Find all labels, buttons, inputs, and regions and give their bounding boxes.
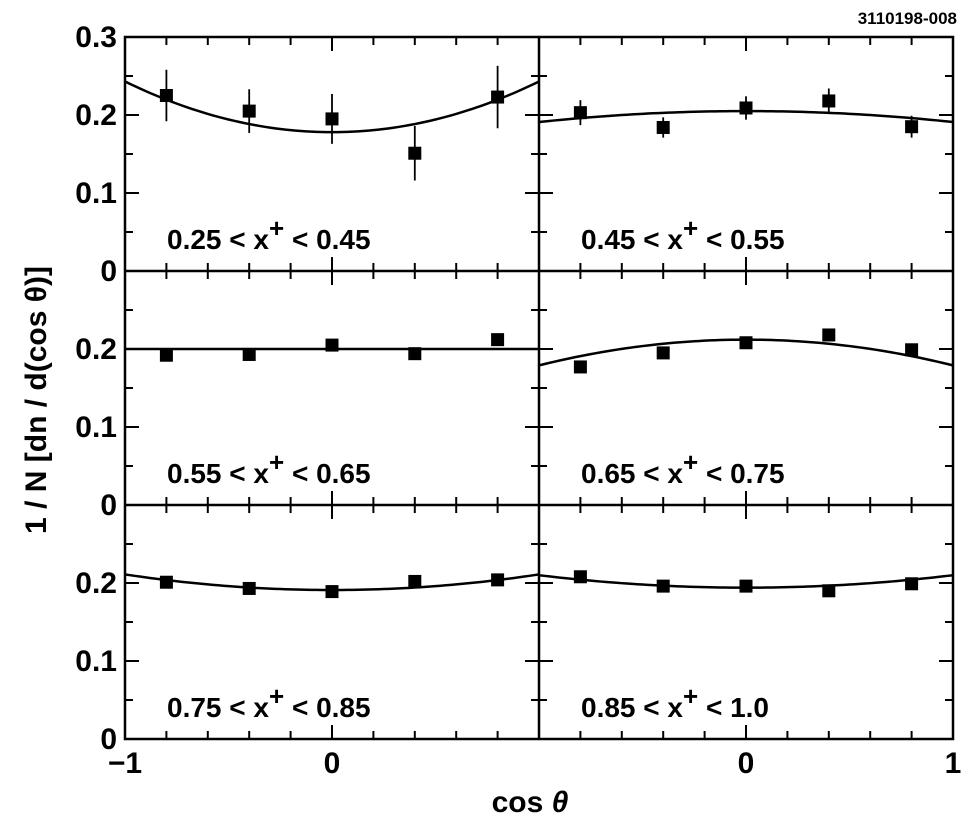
y-tick-label: 0.2 — [75, 567, 117, 600]
panel-label-superscript: + — [269, 447, 284, 477]
x-axis-title-prefix: cos — [492, 786, 552, 819]
panel-label-suffix: < 0.45 — [284, 224, 370, 255]
panels: 0.25 < x+ < 0.45 0.45 < x+ < 0.550.55 < x… — [124, 37, 954, 739]
panel-0.55-0.65: 0.55 < x+ < 0.65 — [125, 271, 539, 505]
axis-tick-labels: 0.30.20.100.20.100.20.10−1 0 0 1 — [75, 21, 961, 780]
data-point — [822, 94, 836, 108]
data-point — [822, 328, 836, 342]
data-point — [491, 573, 505, 587]
x-tick-label: 1 — [945, 747, 962, 780]
data-point — [573, 360, 587, 374]
data-point — [242, 104, 256, 118]
panel-label-prefix: 0.85 < x — [581, 692, 683, 723]
data-point — [491, 333, 505, 347]
data-point — [325, 112, 339, 126]
y-tick-label: 0.3 — [75, 21, 117, 54]
panel-0.25-0.45: 0.25 < x+ < 0.45 — [124, 37, 540, 271]
data-point — [159, 575, 173, 589]
data-point — [739, 101, 753, 115]
panel-0.65-0.75: 0.65 < x+ < 0.75 — [538, 271, 954, 505]
panel-label-suffix: < 1.0 — [698, 692, 769, 723]
y-tick-label: 0.1 — [75, 177, 117, 210]
data-point — [242, 581, 256, 595]
data-point — [905, 120, 919, 134]
panel-0.45-0.55: 0.45 < x+ < 0.55 — [538, 37, 954, 271]
panel-0.85-1.0: 0.85 < x+ < 1.0 — [538, 505, 954, 739]
y-tick-label: 0.2 — [75, 333, 117, 366]
panel-label-superscript: + — [683, 213, 698, 243]
panel-label: 0.25 < x+ < 0.45 — [167, 213, 371, 255]
y-tick-label: 0.1 — [75, 645, 117, 678]
y-axis-title: 1 / N [dn / d(cos θ)] — [20, 266, 53, 534]
y-tick-label: 0 — [100, 723, 117, 756]
data-point — [159, 89, 173, 102]
panel-label-suffix: < 0.65 — [284, 458, 370, 489]
data-point — [325, 338, 339, 352]
data-point — [656, 579, 670, 593]
data-point — [573, 570, 587, 584]
data-point — [159, 348, 173, 362]
data-point — [491, 90, 505, 104]
data-point — [739, 336, 753, 350]
data-point — [656, 120, 670, 134]
panel-0.75-0.85: 0.75 < x+ < 0.85 — [124, 505, 540, 739]
figure-id: 3110198-008 — [858, 9, 957, 28]
x-tick-label: −1 — [108, 747, 142, 780]
panel-label-prefix: 0.45 < x — [581, 224, 683, 255]
data-point — [739, 579, 753, 593]
panel-label: 0.45 < x+ < 0.55 — [581, 213, 785, 255]
data-point — [408, 146, 422, 160]
y-tick-label: 0 — [100, 255, 117, 288]
y-tick-label: 0.2 — [75, 99, 117, 132]
panel-label-prefix: 0.25 < x — [167, 224, 269, 255]
x-axis-title: cos θ — [492, 786, 569, 819]
data-point — [905, 577, 919, 591]
panel-label: 0.55 < x+ < 0.65 — [167, 447, 371, 489]
panel-label-suffix: < 0.55 — [698, 224, 784, 255]
panel-label-prefix: 0.65 < x — [581, 458, 683, 489]
panel-label-suffix: < 0.85 — [284, 692, 370, 723]
panel-label: 0.75 < x+ < 0.85 — [167, 681, 371, 723]
panel-label-superscript: + — [269, 681, 284, 711]
panel-label: 0.85 < x+ < 1.0 — [581, 681, 769, 723]
data-point — [822, 584, 836, 598]
panel-label: 0.65 < x+ < 0.75 — [581, 447, 785, 489]
x-tick-label: 0 — [324, 747, 341, 780]
y-tick-label: 0 — [100, 489, 117, 522]
x-axis-title-theta: θ — [552, 786, 569, 819]
y-tick-label: 0.1 — [75, 411, 117, 444]
x-tick-label: 0 — [738, 747, 755, 780]
data-point — [573, 106, 587, 120]
panel-label-superscript: + — [683, 447, 698, 477]
data-point — [408, 574, 422, 588]
panel-label-prefix: 0.75 < x — [167, 692, 269, 723]
data-point — [325, 585, 339, 599]
panel-label-superscript: + — [269, 213, 284, 243]
data-point — [242, 347, 256, 361]
data-point — [905, 343, 919, 357]
panel-label-superscript: + — [683, 681, 698, 711]
data-point — [656, 346, 670, 360]
panel-label-prefix: 0.55 < x — [167, 458, 269, 489]
data-point — [408, 347, 422, 361]
panel-label-suffix: < 0.75 — [698, 458, 784, 489]
